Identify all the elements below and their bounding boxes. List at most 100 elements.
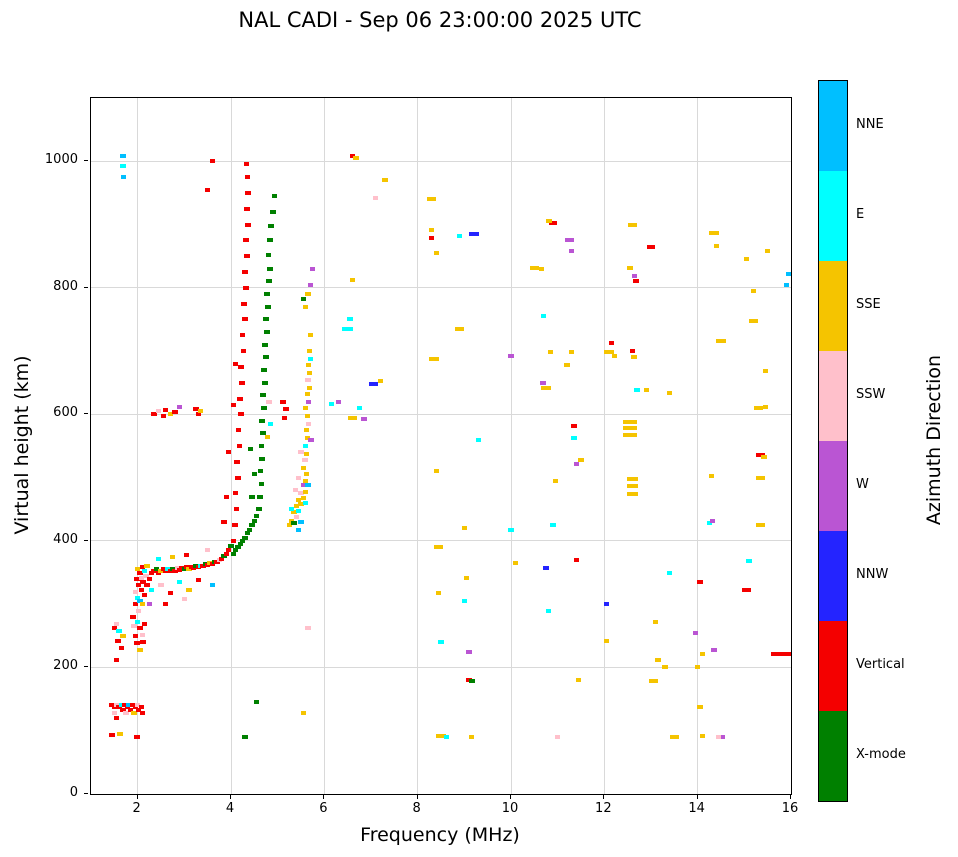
data-point	[144, 564, 150, 569]
data-point	[225, 450, 232, 455]
data-point	[746, 559, 752, 564]
data-point	[135, 708, 142, 713]
data-point	[529, 265, 539, 270]
data-point	[266, 279, 272, 284]
x-axis-tick	[603, 795, 605, 799]
x-axis-label: Frequency (MHz)	[360, 824, 520, 846]
data-point	[298, 491, 304, 496]
colorbar-segment-nnw	[819, 531, 847, 621]
data-point	[221, 519, 227, 524]
data-point	[137, 647, 143, 652]
data-point	[132, 602, 139, 607]
data-point	[228, 543, 234, 548]
data-point	[626, 492, 639, 497]
data-point	[694, 665, 701, 670]
data-point	[347, 317, 353, 322]
data-point	[655, 657, 661, 662]
data-point	[258, 444, 265, 448]
data-point	[230, 551, 237, 556]
data-point	[428, 236, 435, 241]
data-point	[433, 251, 440, 256]
data-point	[235, 475, 241, 480]
data-point	[261, 406, 267, 411]
data-point	[135, 608, 142, 613]
data-point	[245, 190, 252, 195]
data-point	[155, 556, 162, 561]
data-point	[238, 412, 244, 417]
data-point	[711, 647, 717, 652]
data-point	[167, 590, 174, 595]
data-point	[193, 407, 199, 412]
data-point	[243, 285, 249, 290]
data-point	[137, 626, 143, 631]
x-axis-tick	[416, 795, 418, 799]
data-point	[262, 380, 268, 385]
data-point	[242, 270, 248, 274]
data-point	[264, 330, 270, 335]
data-point	[335, 399, 342, 404]
data-point	[456, 233, 463, 238]
data-point	[286, 523, 293, 528]
data-point	[571, 423, 577, 428]
data-point	[508, 354, 514, 359]
data-point	[266, 399, 273, 404]
data-point	[140, 580, 147, 585]
data-point	[134, 619, 141, 624]
data-point	[235, 545, 241, 550]
data-point	[109, 733, 115, 738]
data-point	[372, 195, 379, 200]
data-point	[204, 548, 211, 553]
data-point	[643, 388, 650, 393]
data-point	[304, 436, 311, 441]
data-point	[634, 388, 640, 393]
chart-title: NAL CADI - Sep 06 23:00:00 2025 UTC	[238, 8, 642, 32]
data-point	[139, 632, 146, 637]
data-point	[259, 456, 266, 461]
data-point	[564, 363, 570, 367]
data-point	[293, 514, 300, 519]
x-axis-tick	[790, 795, 791, 799]
colorbar-label-nne: NNE	[856, 117, 884, 132]
data-point	[308, 437, 315, 442]
data-point	[304, 392, 311, 397]
data-point	[543, 566, 549, 571]
data-point	[550, 523, 556, 528]
data-point	[242, 735, 248, 740]
data-point	[183, 552, 190, 557]
y-tick-label: 600	[53, 405, 78, 421]
data-point	[540, 314, 547, 319]
gridline-y	[91, 160, 791, 162]
y-tick-label: 1000	[44, 152, 78, 168]
data-point	[626, 476, 639, 481]
y-tick-label: 200	[53, 658, 78, 674]
colorbar-segment-nne	[819, 81, 847, 171]
data-point	[608, 341, 615, 346]
gridline-x	[137, 98, 139, 794]
data-point	[265, 304, 271, 309]
data-point	[341, 326, 354, 331]
data-point	[266, 266, 273, 271]
data-point	[708, 474, 715, 479]
x-tick-label: 14	[688, 801, 705, 816]
colorbar-label-ssw: SSW	[856, 387, 886, 402]
data-point	[232, 361, 239, 366]
data-point	[263, 317, 269, 322]
data-point	[140, 640, 147, 645]
data-point	[611, 354, 618, 359]
data-point	[302, 444, 309, 448]
data-point	[113, 716, 120, 721]
data-point	[264, 292, 270, 297]
data-point	[141, 592, 148, 597]
data-point	[438, 640, 444, 645]
colorbar	[818, 80, 848, 802]
data-point	[623, 426, 637, 431]
data-point	[246, 527, 253, 532]
data-point	[288, 518, 295, 523]
data-point	[280, 399, 287, 404]
data-point	[443, 735, 450, 740]
data-point	[629, 349, 636, 354]
data-point	[244, 254, 250, 259]
data-point	[697, 704, 703, 709]
data-point	[307, 356, 314, 361]
data-point	[230, 538, 237, 543]
